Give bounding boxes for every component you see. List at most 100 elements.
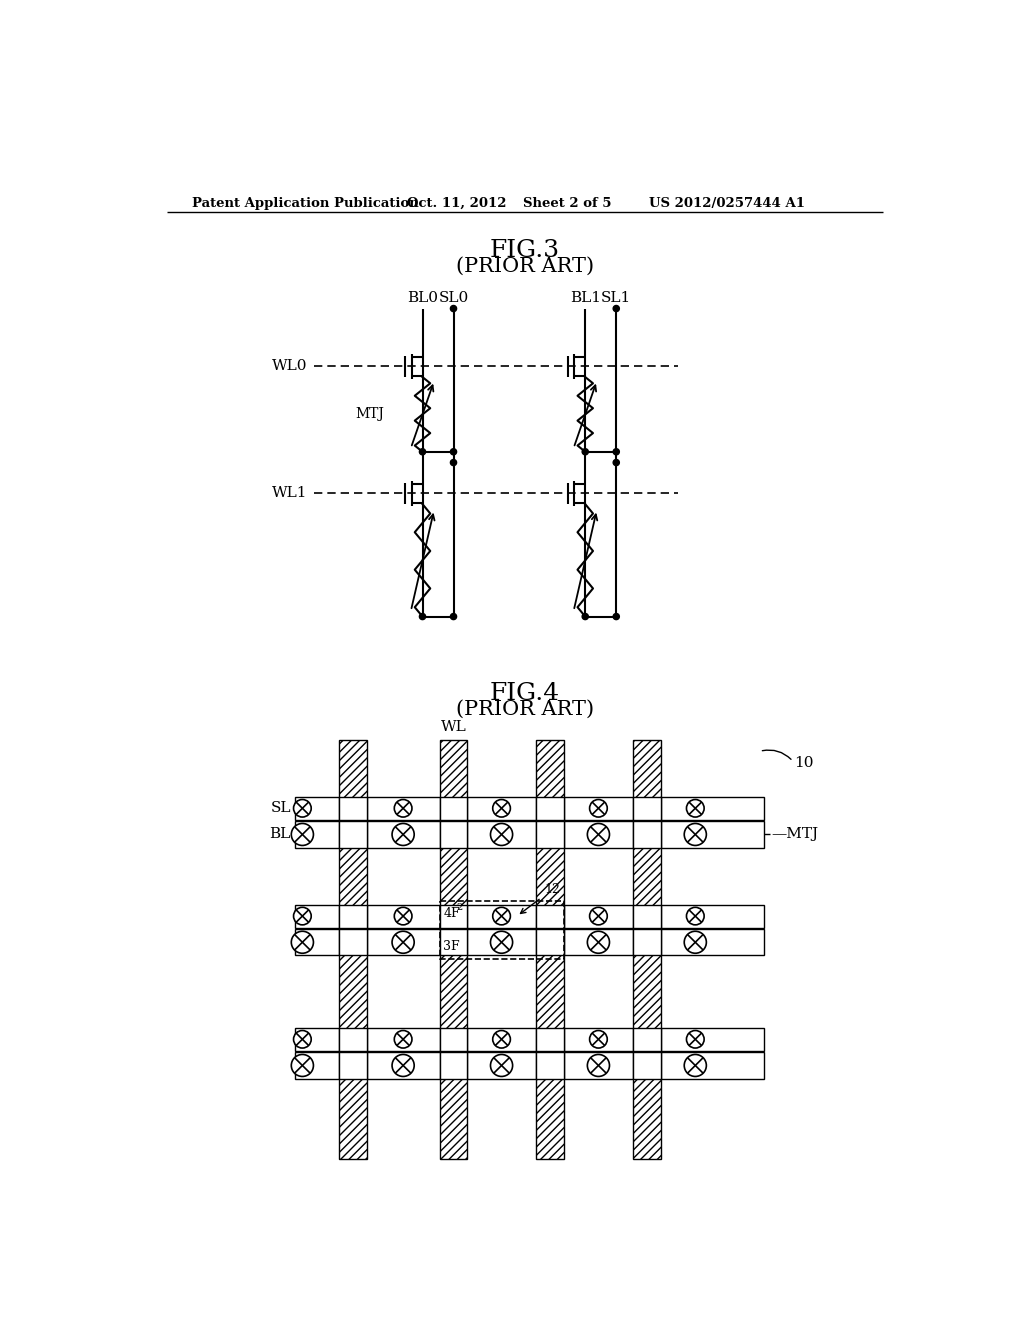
- Circle shape: [684, 824, 707, 845]
- Bar: [633, 821, 662, 847]
- Circle shape: [392, 932, 414, 953]
- Text: FIG.4: FIG.4: [489, 682, 560, 705]
- Text: Oct. 11, 2012: Oct. 11, 2012: [407, 197, 507, 210]
- Circle shape: [291, 1055, 313, 1076]
- Circle shape: [493, 907, 510, 925]
- Text: —MTJ: —MTJ: [771, 828, 818, 841]
- Text: BL0: BL0: [407, 290, 438, 305]
- Text: 2: 2: [457, 903, 463, 912]
- Bar: [633, 929, 662, 956]
- Circle shape: [588, 824, 609, 845]
- Circle shape: [291, 824, 313, 845]
- Bar: [537, 904, 564, 928]
- Bar: [339, 904, 367, 928]
- Circle shape: [490, 1055, 513, 1076]
- Circle shape: [294, 907, 311, 925]
- Circle shape: [588, 932, 609, 953]
- Circle shape: [613, 305, 620, 312]
- Bar: [439, 900, 564, 960]
- Circle shape: [588, 1055, 609, 1076]
- Circle shape: [684, 932, 707, 953]
- Text: SL: SL: [270, 801, 291, 816]
- Circle shape: [590, 800, 607, 817]
- Text: BL1: BL1: [569, 290, 601, 305]
- Text: 3F: 3F: [443, 940, 460, 953]
- Circle shape: [613, 614, 620, 619]
- Circle shape: [294, 800, 311, 817]
- Circle shape: [686, 907, 705, 925]
- Text: Sheet 2 of 5: Sheet 2 of 5: [523, 197, 611, 210]
- Circle shape: [583, 614, 589, 619]
- Bar: [439, 1028, 467, 1051]
- Bar: [295, 904, 764, 928]
- Circle shape: [394, 1031, 412, 1048]
- Circle shape: [686, 800, 705, 817]
- Circle shape: [394, 800, 412, 817]
- Text: WL1: WL1: [272, 486, 308, 500]
- Bar: [439, 821, 467, 847]
- Circle shape: [420, 614, 426, 619]
- Circle shape: [493, 800, 510, 817]
- Bar: [439, 739, 467, 1159]
- Text: (PRIOR ART): (PRIOR ART): [456, 257, 594, 276]
- Bar: [537, 797, 564, 820]
- Circle shape: [451, 305, 457, 312]
- Bar: [295, 797, 764, 820]
- Bar: [339, 1028, 367, 1051]
- Bar: [339, 1052, 367, 1078]
- Circle shape: [493, 1031, 510, 1048]
- Text: 12: 12: [520, 883, 560, 913]
- Text: SL1: SL1: [601, 290, 632, 305]
- Circle shape: [451, 449, 457, 455]
- Text: 4F: 4F: [443, 907, 460, 920]
- Bar: [633, 1052, 662, 1078]
- Circle shape: [613, 459, 620, 466]
- Bar: [537, 739, 564, 1159]
- Circle shape: [590, 907, 607, 925]
- Bar: [439, 929, 467, 956]
- Text: (PRIOR ART): (PRIOR ART): [456, 700, 594, 718]
- Circle shape: [583, 449, 589, 455]
- Bar: [295, 929, 764, 956]
- Text: SL0: SL0: [438, 290, 469, 305]
- Circle shape: [590, 1031, 607, 1048]
- Bar: [439, 797, 467, 820]
- Text: US 2012/0257444 A1: US 2012/0257444 A1: [649, 197, 805, 210]
- Circle shape: [291, 932, 313, 953]
- Circle shape: [451, 614, 457, 619]
- Text: FIG.3: FIG.3: [489, 239, 560, 263]
- Bar: [295, 1052, 764, 1078]
- Bar: [633, 904, 662, 928]
- Bar: [339, 821, 367, 847]
- Circle shape: [294, 1031, 311, 1048]
- Circle shape: [392, 824, 414, 845]
- Bar: [339, 797, 367, 820]
- Circle shape: [613, 449, 620, 455]
- Bar: [633, 797, 662, 820]
- Text: Patent Application Publication: Patent Application Publication: [191, 197, 418, 210]
- Text: WL0: WL0: [272, 359, 308, 374]
- Circle shape: [686, 1031, 705, 1048]
- Bar: [633, 739, 662, 1159]
- Bar: [339, 739, 367, 1159]
- Circle shape: [490, 824, 513, 845]
- Bar: [295, 1028, 764, 1051]
- Circle shape: [420, 449, 426, 455]
- Bar: [537, 821, 564, 847]
- Bar: [439, 1052, 467, 1078]
- Text: MTJ: MTJ: [355, 408, 384, 421]
- Circle shape: [490, 932, 513, 953]
- Bar: [295, 821, 764, 847]
- Circle shape: [394, 907, 412, 925]
- Text: 10: 10: [795, 756, 814, 770]
- Bar: [537, 929, 564, 956]
- Bar: [537, 1028, 564, 1051]
- Text: WL: WL: [440, 719, 466, 734]
- Circle shape: [684, 1055, 707, 1076]
- Bar: [339, 929, 367, 956]
- Bar: [439, 904, 467, 928]
- Text: BL: BL: [269, 828, 291, 841]
- Circle shape: [451, 459, 457, 466]
- Circle shape: [392, 1055, 414, 1076]
- Bar: [633, 1028, 662, 1051]
